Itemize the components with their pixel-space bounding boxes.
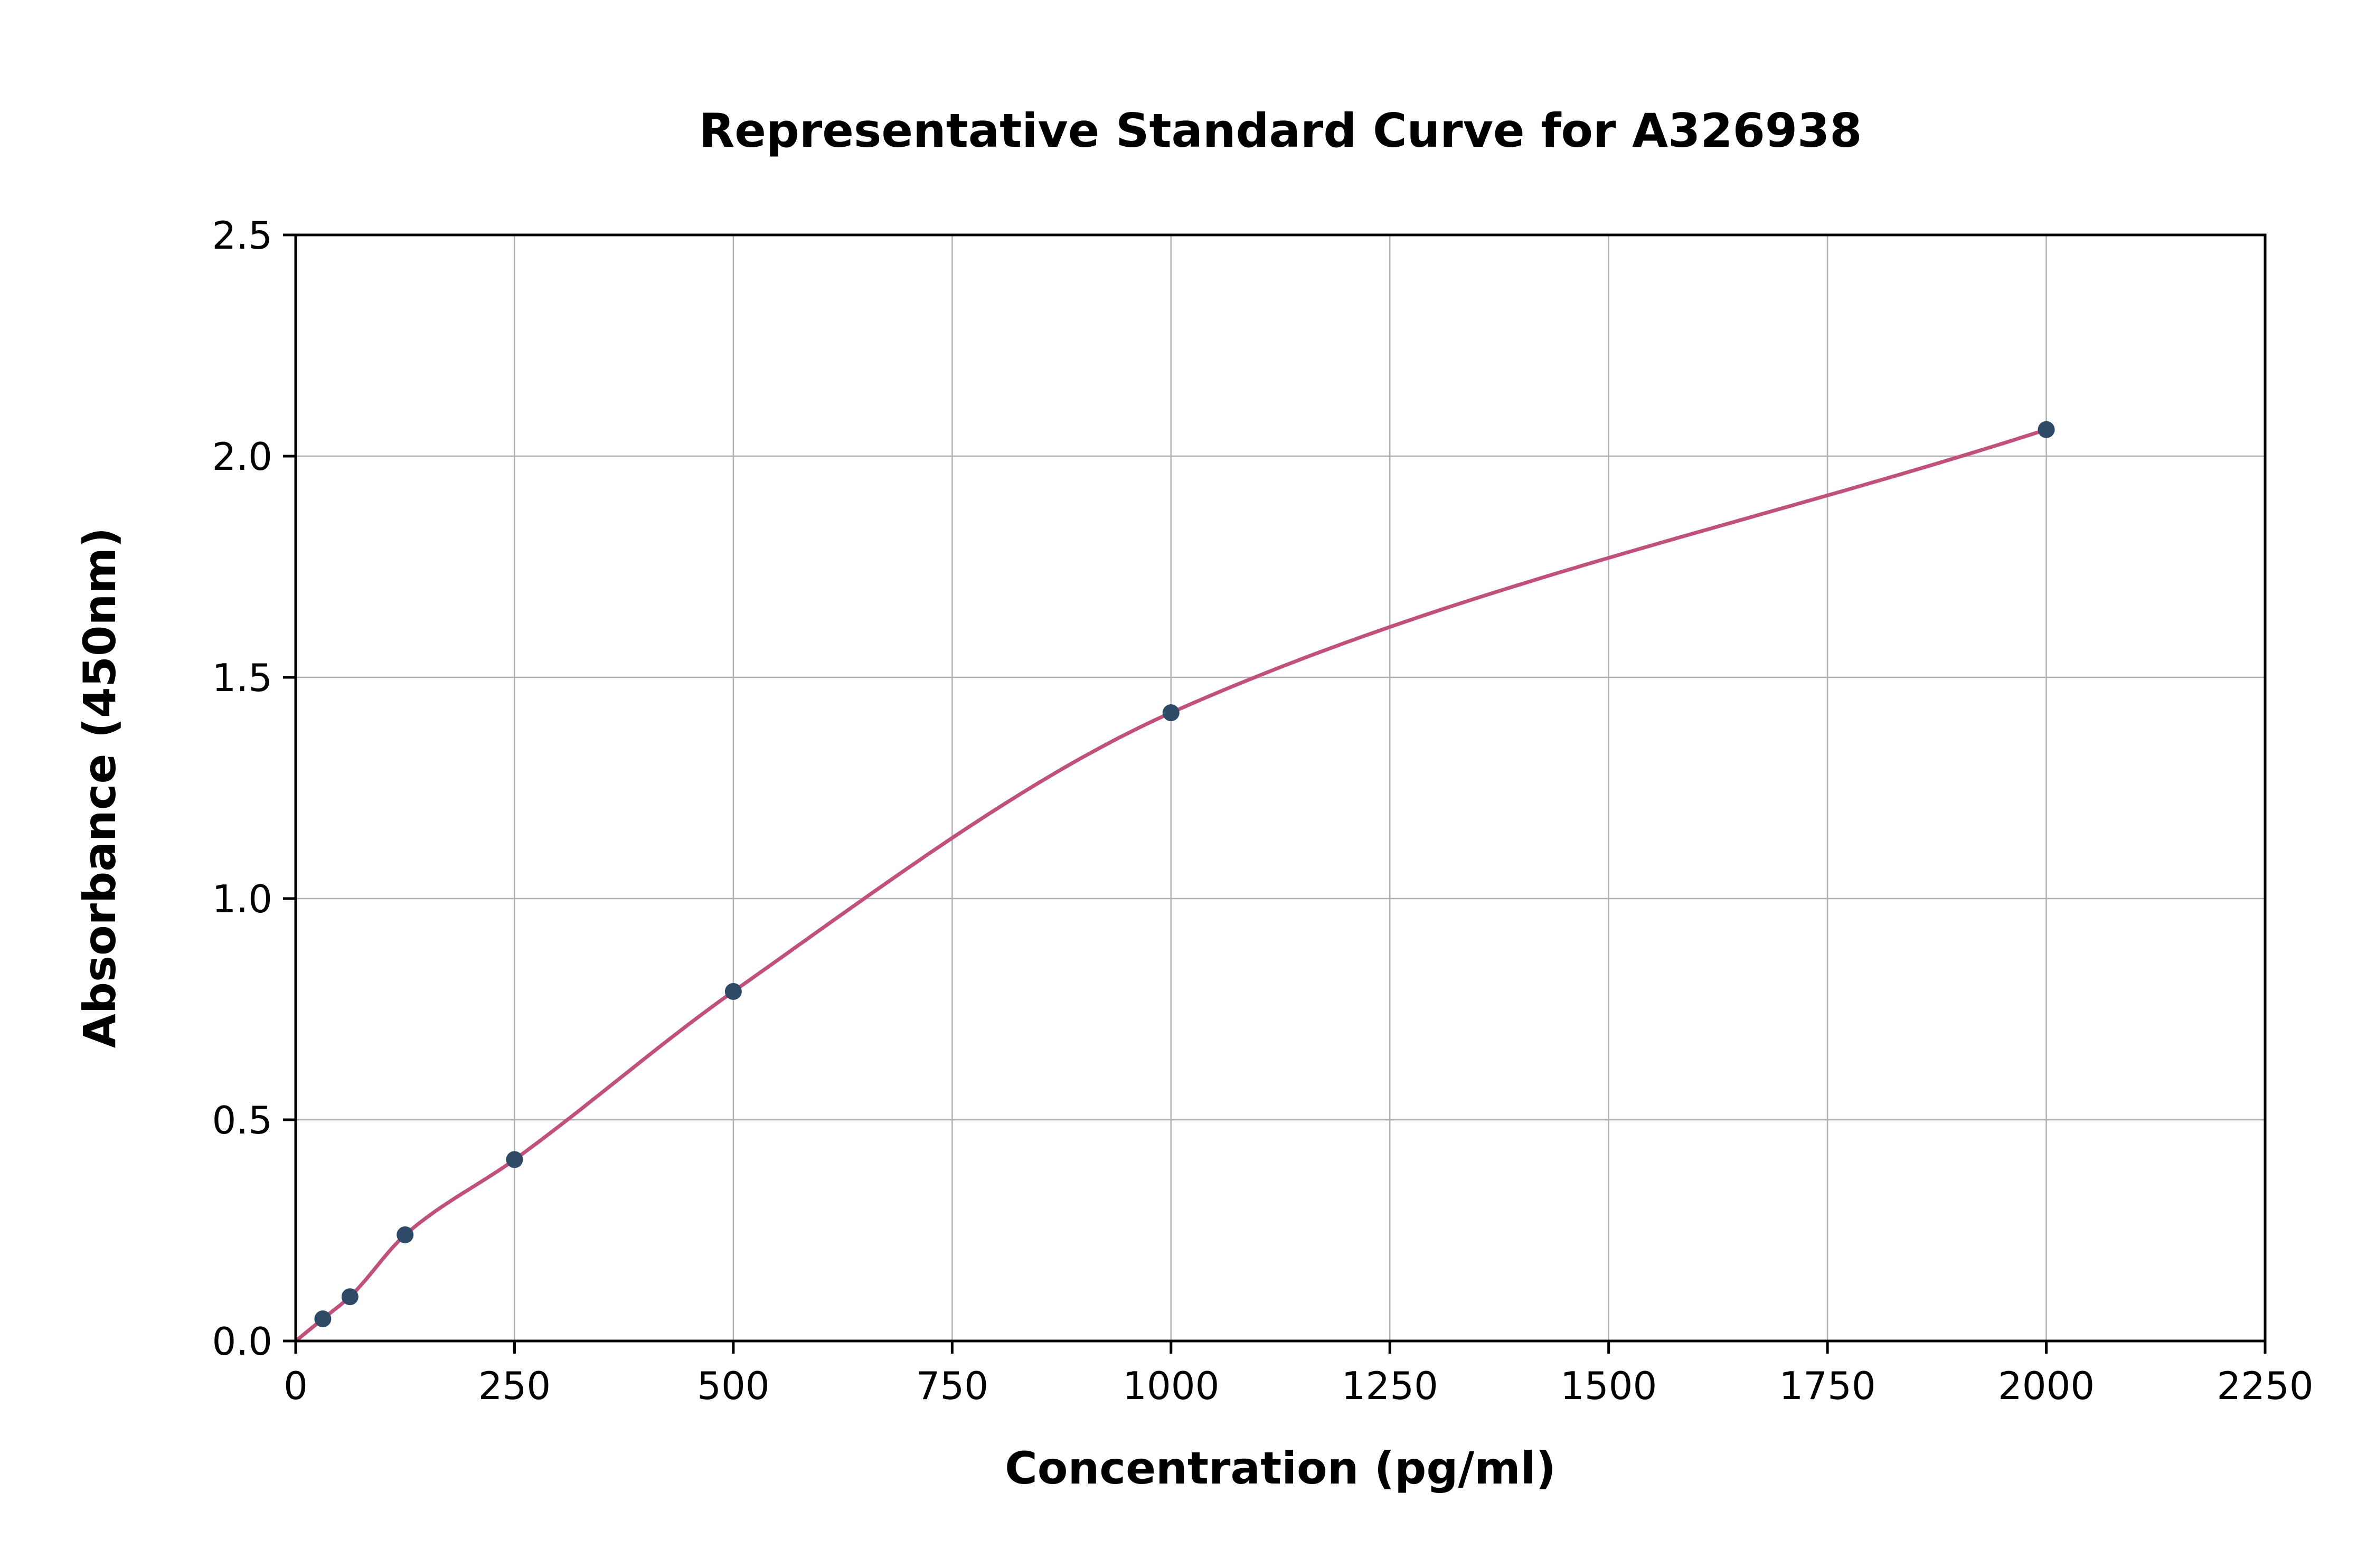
x-tick-label: 2000 — [1998, 1364, 2095, 1408]
y-tick-label: 1.5 — [212, 656, 272, 700]
x-tick-label: 500 — [697, 1364, 769, 1408]
x-tick-label: 2250 — [2217, 1364, 2313, 1408]
x-tick-label: 0 — [284, 1364, 308, 1408]
data-point — [314, 1310, 332, 1328]
plot-area: 0 250 500 750 1000 1250 1500 1750 2000 2250 0.0 0.5… — [212, 213, 2313, 1408]
x-tick-label: 750 — [916, 1364, 988, 1408]
y-tick-label: 1.0 — [212, 877, 272, 921]
data-point — [397, 1226, 414, 1243]
data-point — [1162, 704, 1180, 722]
y-tick-label: 0.0 — [212, 1319, 272, 1364]
x-tick-label: 1500 — [1560, 1364, 1657, 1408]
x-tick-label: 1000 — [1123, 1364, 1219, 1408]
x-tick-label: 1750 — [1779, 1364, 1875, 1408]
y-tick-label: 2.5 — [212, 213, 272, 258]
x-tick-label: 250 — [478, 1364, 551, 1408]
chart-title: Representative Standard Curve for A32693… — [699, 103, 1862, 158]
data-point — [341, 1288, 359, 1306]
x-axis-label: Concentration (pg/ml) — [1005, 1442, 1556, 1494]
data-point — [724, 983, 742, 1000]
y-tick-label: 2.0 — [212, 434, 272, 479]
y-tick-label: 0.5 — [212, 1098, 272, 1142]
y-axis-label: Absorbance (450nm) — [74, 527, 126, 1048]
data-point — [2038, 421, 2055, 438]
data-point — [506, 1151, 523, 1168]
x-tick-label: 1250 — [1342, 1364, 1438, 1408]
axes-frame — [294, 233, 2267, 1343]
